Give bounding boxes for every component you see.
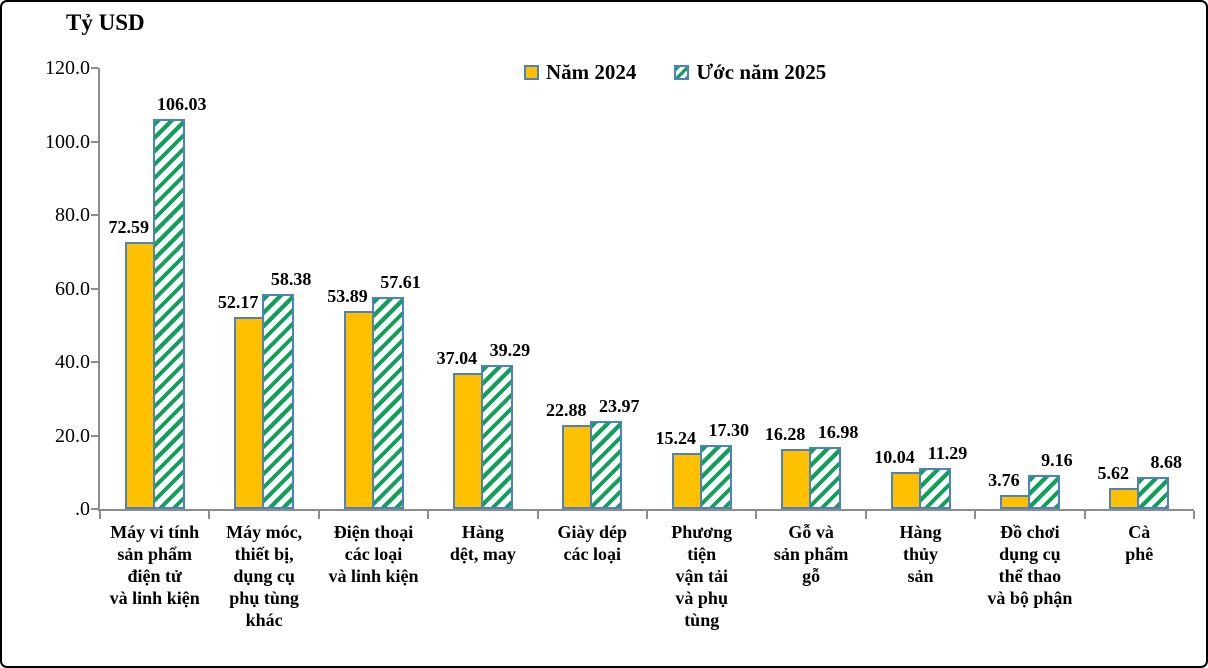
x-axis-tick — [317, 511, 320, 519]
y-axis-tick — [91, 287, 98, 290]
y-axis-label: 60.0 — [55, 277, 90, 300]
bar-2024 — [343, 310, 374, 509]
x-axis-tick — [864, 511, 867, 519]
legend-swatch-2025 — [674, 64, 690, 80]
bar-label-2025: 8.68 — [1150, 452, 1183, 473]
legend-swatch-2024 — [524, 64, 539, 80]
x-axis-tick — [427, 511, 430, 519]
bar-label-2025: 58.38 — [270, 269, 312, 290]
bar-2024 — [781, 449, 812, 509]
legend-item-2025: Ước năm 2025 — [674, 60, 826, 85]
bar-label-2024: 72.59 — [108, 217, 149, 238]
category-label: Giày dép các loại — [557, 522, 628, 564]
bar-2025 — [918, 467, 951, 509]
bar-2025 — [1137, 477, 1170, 509]
bar-2025 — [152, 119, 185, 509]
category-label: Điện thoại các loại và linh kiện — [328, 522, 419, 586]
bar-label-2025: 106.03 — [156, 94, 207, 115]
bar-2025 — [809, 446, 842, 509]
bar-2024 — [234, 317, 265, 509]
category-label: Hàng dệt, may — [449, 522, 516, 564]
bar-2024 — [124, 242, 155, 509]
bar-2025 — [1027, 475, 1060, 509]
y-axis-label: .0 — [75, 498, 90, 520]
bar-label-2025: 17.30 — [708, 420, 749, 441]
bar-2024 — [890, 472, 921, 509]
bar-2024 — [562, 424, 593, 509]
category-label: Máy vi tính sản phẩm điện tử và linh kiệ… — [109, 522, 200, 608]
category-label: Cà phê — [1125, 522, 1154, 564]
plot-area: .0 20.0 40.0 60.0 80.0 100.0 120.0 72.59 106.03 M… — [45, 57, 1195, 630]
bar-label-2025: 39.29 — [489, 339, 531, 360]
legend-item-2024: Năm 2024 — [524, 60, 636, 85]
bar-label-2025: 9.16 — [1041, 450, 1073, 471]
y-axis-tick — [91, 214, 98, 216]
bar-label-2024: 3.76 — [988, 470, 1020, 491]
bar-label-2024: 37.04 — [436, 347, 478, 368]
bar-label-2025: 11.29 — [927, 442, 968, 463]
y-axis-label: 120.0 — [45, 57, 90, 79]
bar-2025 — [590, 420, 623, 509]
x-axis-tick — [646, 511, 648, 519]
bar-2024 — [999, 495, 1030, 509]
category-label: Phương tiện vận tải và phụ tùng — [671, 522, 733, 630]
category-label: Gỗ và sản phẩm gỗ — [773, 522, 849, 586]
axis-title: Tỷ USD — [66, 10, 145, 35]
legend: Năm 2024 Ước năm 2025 — [524, 57, 826, 87]
category-label: Đồ chơi dụng cụ thể thao và bộ phận — [987, 522, 1073, 608]
bar-label-2024: 22.88 — [546, 399, 587, 420]
x-axis-tick — [755, 511, 758, 519]
bar-2025 — [371, 297, 404, 509]
bar-label-2025: 23.97 — [599, 395, 640, 416]
x-axis-tick — [208, 511, 211, 519]
bar-label-2024: 52.17 — [217, 292, 259, 313]
bar-2025 — [480, 364, 513, 509]
bar-label-2024: 5.62 — [1097, 463, 1130, 484]
legend-label-2024: Năm 2024 — [546, 59, 637, 84]
y-axis-tick — [91, 361, 98, 363]
x-axis-tick — [1193, 511, 1195, 519]
bar-2024 — [671, 453, 702, 509]
legend-label-2025: Ước năm 2025 — [696, 59, 827, 84]
y-axis-tick — [91, 67, 98, 69]
x-axis-tick — [536, 511, 539, 519]
bar-2025 — [699, 445, 732, 509]
bar-label-2024: 10.04 — [874, 447, 915, 468]
x-axis-tick — [99, 511, 101, 519]
bar-label-2024: 15.24 — [655, 428, 696, 448]
bar-label-2025: 57.61 — [380, 272, 421, 293]
category-label: Máy móc, thiết bị, dụng cụ phụ tùng khác — [226, 522, 303, 630]
category-label: Hàng thủy sản — [899, 522, 942, 586]
y-axis-label: 40.0 — [55, 351, 90, 373]
bar-2025 — [262, 294, 295, 509]
y-axis-label: 80.0 — [55, 204, 90, 226]
bar-2024 — [1109, 488, 1140, 509]
y-axis-label: 100.0 — [45, 130, 90, 153]
y-axis-tick — [91, 508, 98, 510]
y-axis-label: 20.0 — [55, 424, 90, 447]
bar-2024 — [452, 372, 483, 509]
x-axis-tick — [1083, 511, 1086, 519]
y-axis-tick — [91, 140, 98, 143]
bar-label-2024: 16.28 — [764, 424, 806, 445]
bar-label-2024: 53.89 — [327, 285, 368, 306]
y-axis-tick — [91, 434, 98, 437]
x-axis-tick — [974, 511, 977, 519]
bar-label-2025: 16.98 — [817, 421, 859, 442]
